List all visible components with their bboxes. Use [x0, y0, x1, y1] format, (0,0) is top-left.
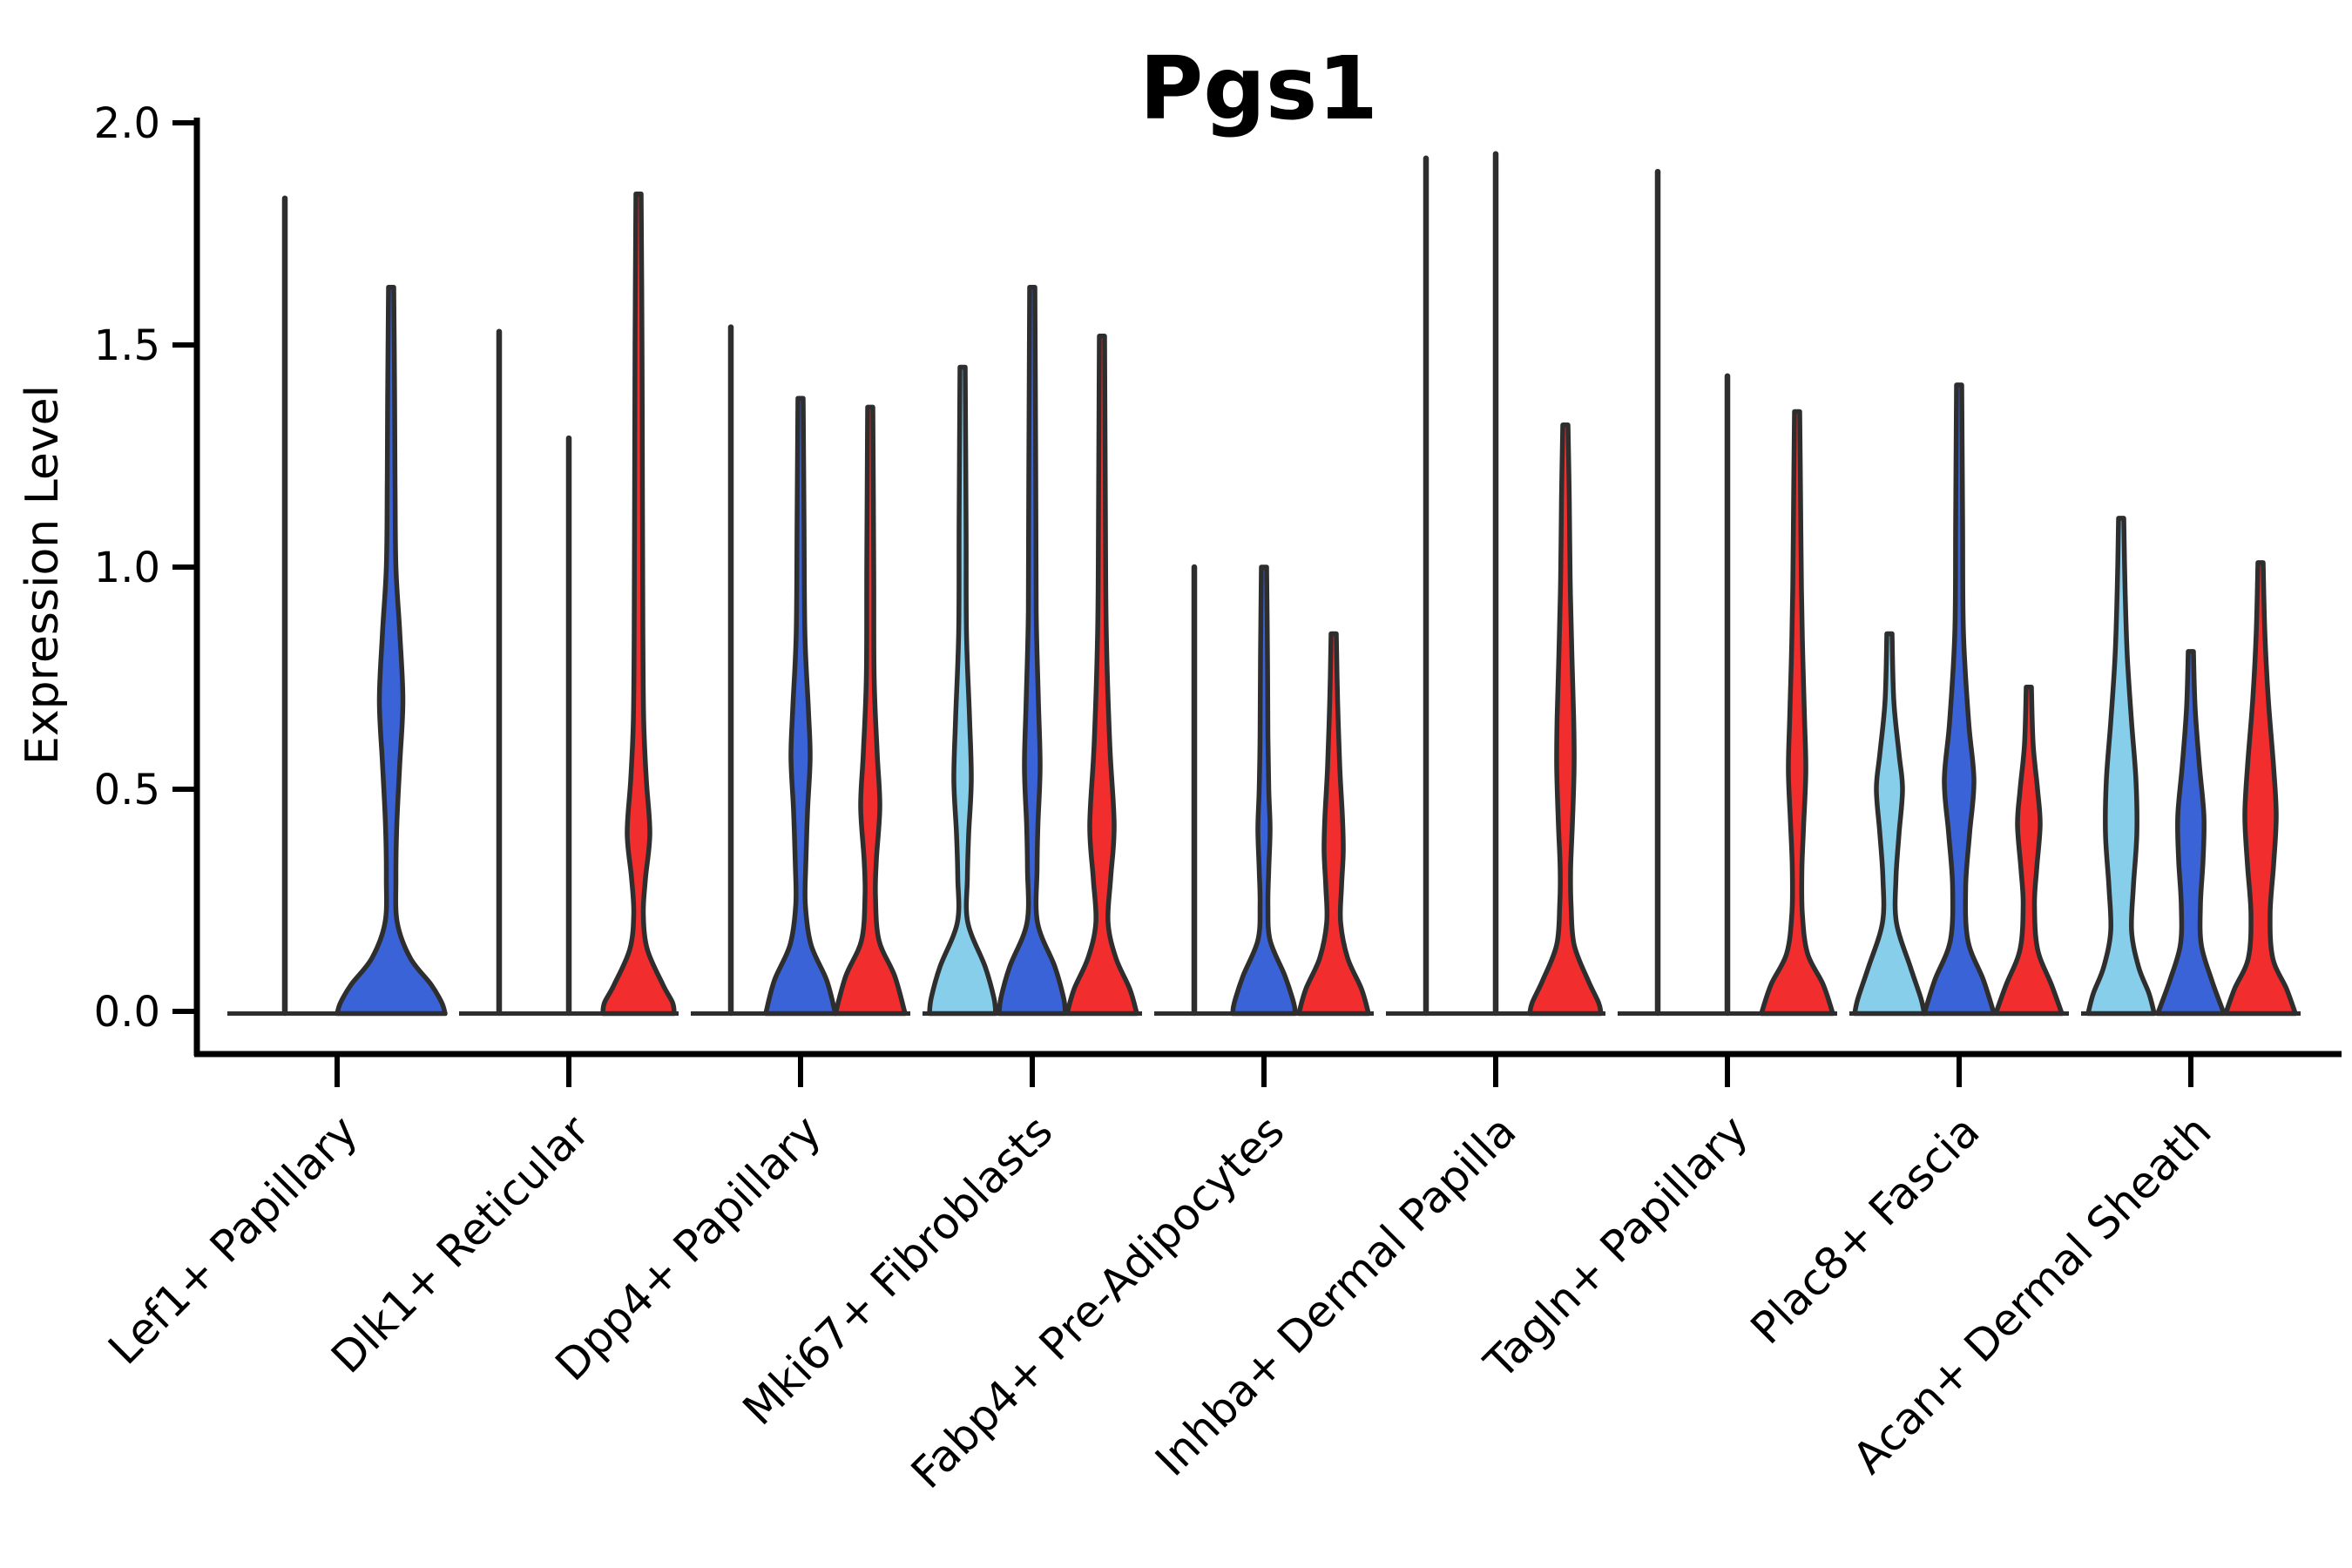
x-tick-label: Fabp4+ Pre-Adipocytes [902, 1105, 1294, 1498]
violin-light_blue [927, 364, 998, 1017]
violin-red [1993, 684, 2065, 1017]
x-tick-label: Lef1+ Papillary [98, 1105, 367, 1374]
violin-red [833, 404, 908, 1017]
violin-blue [1230, 564, 1298, 1017]
y-tick-label: 1.0 [94, 544, 160, 592]
violin-blue [2155, 649, 2227, 1017]
violin-blue [335, 284, 448, 1017]
y-tick-label: 2.0 [94, 99, 160, 148]
y-tick-label: 1.5 [94, 321, 160, 370]
violin-red [1064, 334, 1139, 1017]
y-tick-label: 0.0 [94, 988, 160, 1037]
violin-blue [997, 284, 1068, 1017]
page-title: Pgs1 [1139, 37, 1378, 139]
violin-light_blue [1852, 631, 1927, 1017]
violin-blue [763, 395, 838, 1017]
violin-blue [1922, 382, 1997, 1017]
x-tick-label: Plac8+ Fascia [1741, 1105, 1990, 1354]
violin-red [1759, 409, 1835, 1017]
violin-red [600, 191, 677, 1017]
x-tick-label: Dlk1+ Reticular [321, 1105, 598, 1382]
violin-light_blue [2085, 516, 2157, 1017]
violin-red [1296, 631, 1371, 1017]
y-tick-label: 0.5 [94, 766, 160, 814]
violin-red [2223, 560, 2298, 1017]
y-axis-label: Expression Level [17, 385, 69, 765]
violin-red [1527, 422, 1604, 1017]
